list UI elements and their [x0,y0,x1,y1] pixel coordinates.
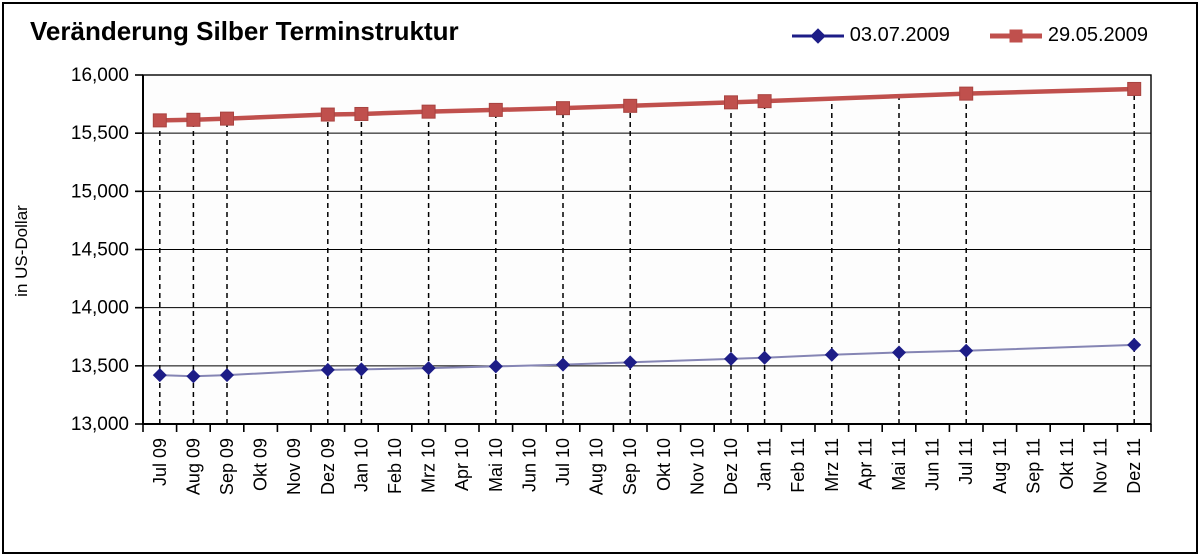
x-tick-label: Nov 09 [284,438,304,495]
x-tick-label: Feb 10 [385,438,405,494]
x-tick-label: Jul 09 [150,438,170,486]
x-tick-label: Nov 11 [1091,438,1111,494]
x-tick-label: Jul 11 [956,438,976,485]
square-marker [186,112,201,127]
square-marker [354,106,369,121]
x-tick-label: Nov 10 [687,438,707,495]
square-marker [320,107,335,122]
square-marker [488,102,503,117]
x-tick-label: Apr 10 [452,438,472,491]
diamond-marker [757,350,772,365]
diamond-marker [959,343,974,358]
chart-title: Veränderung Silber Terminstruktur [30,16,459,46]
diamond-marker [421,361,436,376]
square-marker [421,104,436,119]
x-tick-label: Jan 10 [351,438,371,492]
x-tick-label: Mai 10 [486,438,506,492]
diamond-marker [623,355,638,370]
x-tick-label: Aug 09 [183,438,203,495]
y-tick-label: 15,500 [71,123,129,144]
y-tick-label: 13,500 [71,356,129,377]
x-tick-label: Aug 11 [990,438,1010,494]
x-tick-label: Okt 10 [654,438,674,491]
diamond-marker [556,357,570,372]
square-marker [757,94,772,109]
square-marker [556,101,570,116]
square-marker [959,86,974,101]
square-marker [1127,81,1142,96]
x-tick-label: Jan 11 [755,438,775,491]
x-tick-label: Dez 11 [1124,438,1144,494]
x-tick-label: Apr 11 [855,438,875,490]
x-tick-label: Dez 10 [721,438,741,495]
x-tick-label: Jun 11 [923,438,943,491]
y-axis-title: in US-Dollar [12,205,31,297]
square-marker [724,95,738,110]
diamond-marker [824,347,839,362]
y-tick-label: 15,000 [71,181,129,202]
diamond-marker [152,368,167,383]
legend-label: 03.07.2009 [849,24,950,46]
x-tick-label: Mrz 11 [822,438,842,492]
y-tick-label: 14,500 [71,240,129,261]
legend-label: 29.05.2009 [1047,24,1148,46]
x-tick-label: Sep 09 [217,438,237,495]
x-tick-label: Jul 10 [553,438,573,486]
square-marker [152,113,167,128]
x-tick-label: Mrz 10 [419,438,439,493]
x-tick-label: Feb 11 [788,438,808,493]
y-tick-label: 14,000 [71,298,129,319]
legend-item-29-05-2009: 29.05.2009 [989,24,1148,47]
x-tick-label: Dez 09 [318,438,338,495]
x-tick-label: Aug 10 [587,438,607,495]
x-tick-label: Okt 09 [251,438,271,491]
x-tick-label: Mai 11 [889,438,909,491]
y-tick-label: 13,000 [71,414,129,435]
square-marker [623,98,638,113]
diamond-marker [220,368,234,383]
x-tick-label: Sep 10 [620,438,640,495]
x-tick-label: Okt 11 [1057,438,1077,490]
square-series-marker-icon [989,28,1042,44]
chart-legend: 03.07.2009 29.05.2009 [791,24,1148,47]
diamond-marker [320,362,335,377]
diamond-marker [488,359,503,374]
y-tick-label: 16,000 [71,65,129,86]
diamond-marker [892,345,906,360]
diamond-marker [354,362,369,377]
diamond-marker [724,351,738,366]
square-marker [220,111,234,126]
legend-item-03-07-2009: 03.07.2009 [791,24,950,47]
x-tick-label: Sep 11 [1023,438,1043,494]
x-tick-label: Jun 10 [519,438,539,492]
diamond-series-marker-icon [791,27,844,44]
diamond-marker [186,369,201,384]
diamond-marker [1127,337,1142,352]
